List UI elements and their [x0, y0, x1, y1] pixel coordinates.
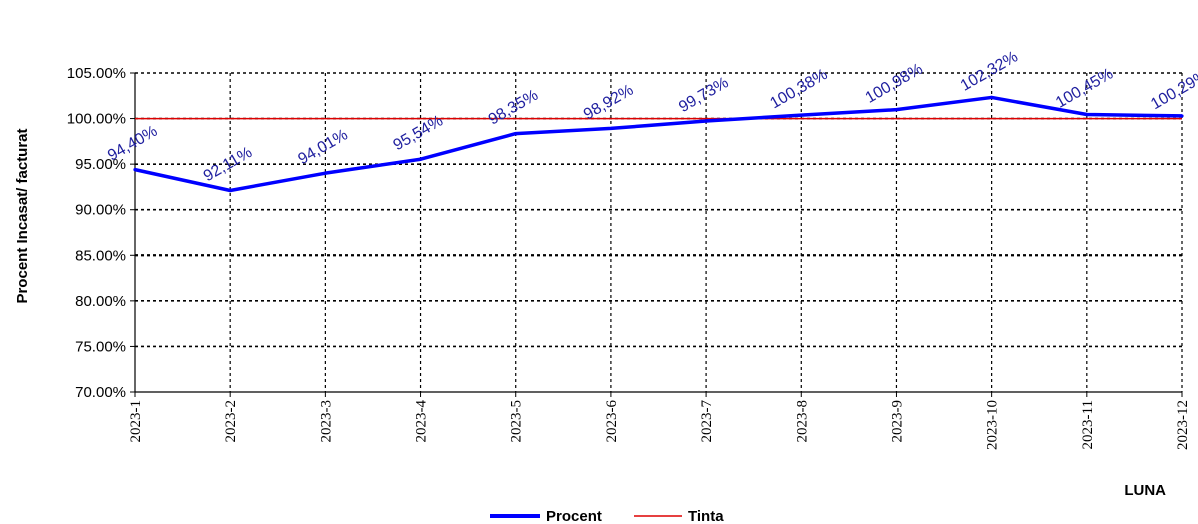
data-point [323, 171, 327, 175]
data-point [990, 95, 994, 100]
x-tick-label: 2023-9 [889, 400, 905, 443]
x-tick-label: 2023-1 [128, 400, 144, 443]
x-tick-label: 2023-10 [985, 400, 1001, 450]
y-tick-label: 75.00% [75, 338, 126, 355]
x-tick-labels: 2023-1 2023-2 2023-3 2023-4 2023-5 2023-6 2023… [128, 392, 1191, 450]
legend-label-tinta: Tinta [688, 508, 724, 524]
data-point [228, 188, 232, 193]
y-tick-label: 85.00% [75, 247, 126, 264]
x-tick-label: 2023-4 [414, 400, 430, 443]
series-lines [133, 95, 1184, 193]
data-point [514, 132, 518, 136]
y-tick-labels: 70.00% 75.00% 80.00% 85.00% 90.00% 95.00% 100.… [67, 65, 135, 401]
data-point [704, 119, 708, 123]
data-point [1180, 114, 1184, 118]
y-tick-label: 95.00% [75, 156, 126, 173]
data-label: 100,29% [1148, 67, 1198, 113]
legend: Procent Tinta [490, 508, 724, 524]
data-point [133, 168, 137, 172]
legend-label-procent: Procent [546, 508, 602, 524]
x-tick-label: 2023-7 [699, 400, 715, 443]
data-label: 100,98% [863, 61, 926, 107]
data-label: 102,32% [958, 48, 1021, 94]
data-label: 98,92% [581, 82, 636, 124]
x-axis-label: LUNA [1124, 482, 1166, 499]
data-label: 98,35% [486, 87, 541, 129]
grid-lines [134, 72, 1183, 393]
x-tick-label: 2023-8 [794, 400, 810, 443]
y-tick-label: 80.00% [75, 293, 126, 310]
data-point [799, 113, 803, 117]
data-label: 100,38% [767, 66, 830, 112]
x-tick-label: 2023-12 [1175, 400, 1191, 450]
y-axis-label: Procent Incasat/ facturat [14, 128, 31, 303]
x-tick-label: 2023-2 [223, 400, 239, 443]
data-label: 94,40% [105, 123, 160, 165]
data-label: 99,73% [676, 74, 731, 116]
x-tick-label: 2023-3 [318, 400, 334, 443]
y-tick-label: 90.00% [75, 202, 126, 219]
x-tick-label: 2023-5 [509, 400, 525, 443]
y-tick-label: 100.00% [67, 111, 126, 128]
y-tick-label: 105.00% [67, 65, 126, 82]
data-point [418, 157, 423, 161]
x-tick-label: 2023-11 [1080, 400, 1096, 449]
series-line-procent [134, 95, 1183, 193]
data-point [1085, 112, 1089, 117]
y-tick-label: 70.00% [75, 384, 126, 401]
x-tick-label: 2023-6 [604, 400, 620, 443]
data-point [894, 108, 899, 112]
data-point [609, 126, 613, 131]
data-label: 94,01% [295, 126, 350, 168]
